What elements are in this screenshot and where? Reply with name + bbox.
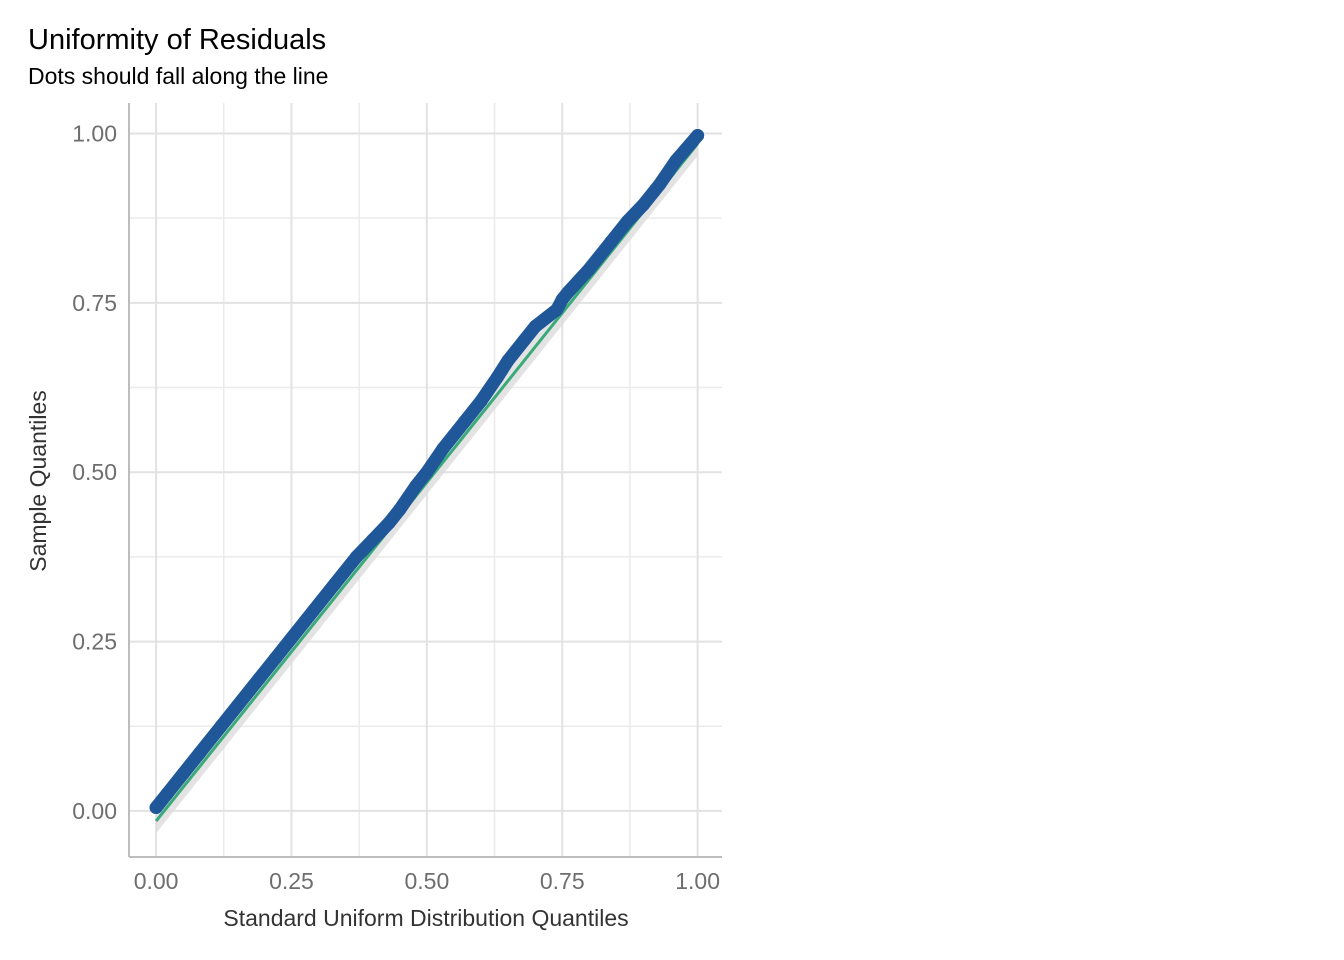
- data-point: [528, 320, 542, 334]
- x-tick-label: 0.00: [134, 868, 179, 894]
- x-tick-label: 1.00: [675, 868, 720, 894]
- data-point: [458, 414, 472, 428]
- data-point: [561, 286, 575, 300]
- y-tick-label: 0.75: [72, 290, 117, 316]
- data-point: [192, 746, 206, 760]
- data-point: [230, 699, 244, 713]
- data-point: [582, 262, 596, 276]
- data-point: [176, 767, 190, 781]
- data-point: [490, 370, 504, 384]
- data-point: [669, 154, 683, 168]
- data-point: [653, 177, 667, 191]
- x-tick-label: 0.50: [404, 868, 449, 894]
- chart-title: Uniformity of Residuals: [28, 24, 327, 56]
- data-point: [474, 394, 488, 408]
- data-point: [328, 577, 342, 591]
- points-layer: [149, 129, 705, 815]
- x-tick-label: 0.25: [269, 868, 314, 894]
- data-point: [409, 479, 423, 493]
- data-point: [620, 215, 634, 229]
- data-point: [436, 441, 450, 455]
- data-point: [284, 631, 298, 645]
- x-tick-label: 0.75: [540, 868, 585, 894]
- data-point: [149, 801, 163, 815]
- y-axis-title: Sample Quantiles: [25, 390, 51, 572]
- x-axis-title: Standard Uniform Distribution Quantiles: [223, 905, 628, 931]
- data-point: [517, 333, 531, 347]
- axes-layer: 0.00 0.25 0.50 0.75 1.00 0.00 0.25 0.50 0.75 1.00: [72, 103, 722, 894]
- data-point: [382, 516, 396, 530]
- data-point: [691, 129, 705, 143]
- data-point: [550, 303, 564, 317]
- data-point: [420, 465, 434, 479]
- sample-quantile-trace: [149, 129, 705, 815]
- y-tick-label: 1.00: [72, 120, 117, 146]
- data-point: [268, 652, 282, 666]
- y-tick-label: 0.25: [72, 629, 117, 655]
- data-point: [349, 550, 363, 564]
- data-point: [393, 502, 407, 516]
- y-tick-label: 0.50: [72, 459, 117, 485]
- data-point: [501, 353, 515, 367]
- data-point: [160, 787, 174, 801]
- data-point: [306, 604, 320, 618]
- data-point: [636, 198, 650, 212]
- y-tick-label: 0.00: [72, 798, 117, 824]
- chart-subtitle: Dots should fall along the line: [28, 63, 329, 89]
- data-point: [366, 533, 380, 547]
- data-point: [214, 719, 228, 733]
- data-point: [252, 672, 266, 686]
- data-point: [604, 235, 618, 249]
